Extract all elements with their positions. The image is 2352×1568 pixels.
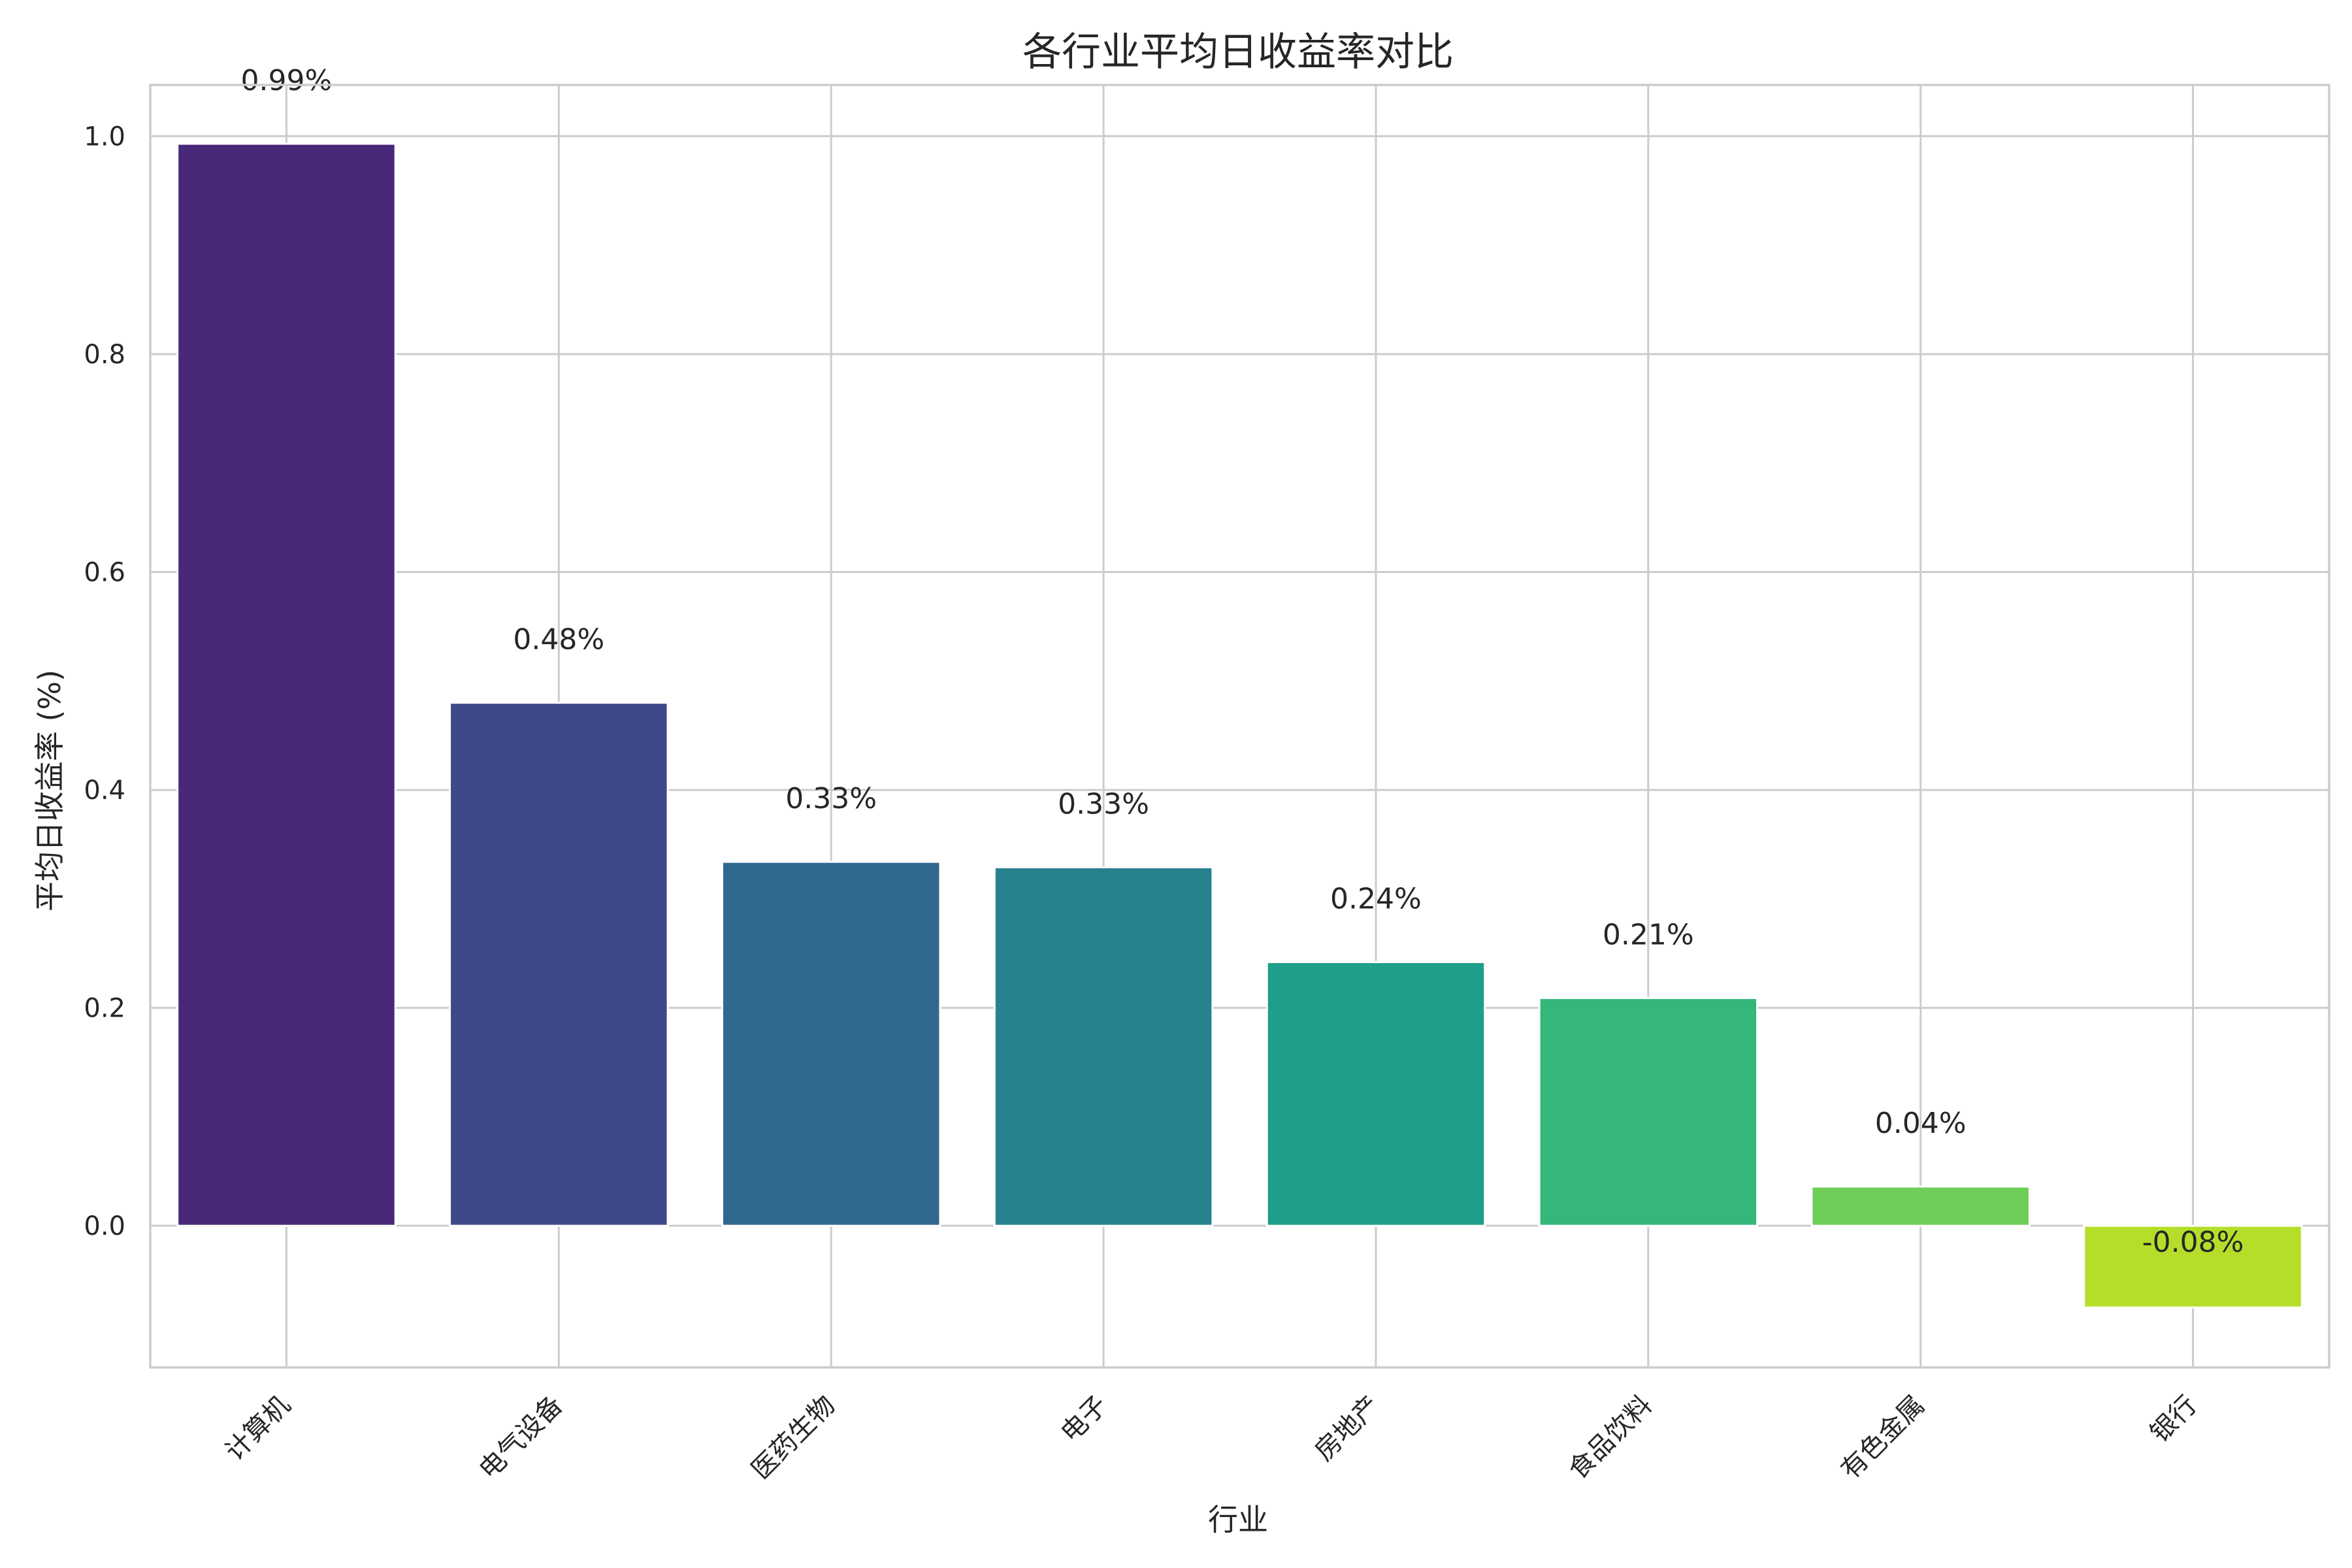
bar xyxy=(1810,1185,2031,1227)
bar xyxy=(721,860,941,1227)
y-tick-label: 0.4 xyxy=(84,776,125,806)
bar xyxy=(1538,997,1759,1227)
data-labels: 0.99% 0.48% 0.33% 0.33% 0.24% 0.21% 0.04% -0.08… xyxy=(241,64,2244,1259)
bar xyxy=(176,142,397,1227)
x-tick-label: 食品饮料 xyxy=(1563,1390,1658,1486)
data-label: 0.99% xyxy=(241,64,333,97)
data-label: 0.04% xyxy=(1875,1107,1967,1140)
x-tick-label: 房地产 xyxy=(1309,1390,1386,1467)
y-axis-label: 平均日收益率 (%) xyxy=(32,670,67,911)
data-label: 0.33% xyxy=(1058,787,1149,821)
x-tick-labels: 计算机 电气设备 医药生物 电子 房地产 食品饮料 有色金属 银行 xyxy=(220,1390,2203,1486)
x-tick-label: 有色金属 xyxy=(1835,1390,1931,1486)
x-tick-label: 电气设备 xyxy=(474,1390,569,1486)
x-tick-label: 电子 xyxy=(1055,1390,1113,1448)
bar xyxy=(1266,961,1486,1227)
x-tick-label: 银行 xyxy=(2145,1390,2203,1448)
chart-title: 各行业平均日收益率对比 xyxy=(1022,29,1454,75)
y-tick-label: 1.0 xyxy=(84,122,125,152)
y-tick-labels: 0.0 0.2 0.4 0.6 0.8 1.0 xyxy=(84,122,125,1241)
y-tick-label: 0.8 xyxy=(84,340,125,370)
data-label: 0.48% xyxy=(513,623,604,657)
data-label: 0.33% xyxy=(785,782,877,815)
x-axis-label: 行业 xyxy=(1208,1502,1268,1537)
y-tick-label: 0.6 xyxy=(84,558,125,588)
bar xyxy=(2083,1224,2303,1309)
grid xyxy=(150,85,2329,1367)
y-tick-label: 0.2 xyxy=(84,994,125,1024)
plot-frame xyxy=(149,84,2330,1369)
y-tick-label: 0.0 xyxy=(84,1211,125,1241)
bar xyxy=(449,702,669,1227)
bar xyxy=(993,866,1214,1227)
bars xyxy=(176,142,2303,1309)
data-label: -0.08% xyxy=(2142,1226,2244,1259)
x-tick-label: 医药生物 xyxy=(746,1390,841,1486)
data-label: 0.21% xyxy=(1603,919,1694,952)
x-tick-label: 计算机 xyxy=(220,1390,296,1467)
data-label: 0.24% xyxy=(1330,883,1422,916)
